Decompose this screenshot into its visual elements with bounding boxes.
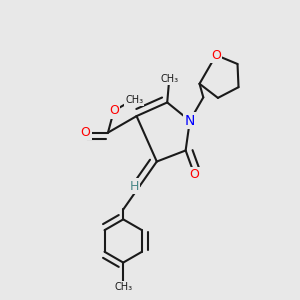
- Text: O: O: [189, 168, 199, 181]
- Text: CH₃: CH₃: [160, 74, 178, 83]
- Text: O: O: [211, 49, 221, 62]
- Text: O: O: [80, 126, 90, 139]
- Text: CH₃: CH₃: [125, 95, 143, 105]
- Text: O: O: [109, 104, 119, 117]
- Text: H: H: [130, 180, 139, 193]
- Text: CH₃: CH₃: [114, 282, 132, 292]
- Text: N: N: [184, 114, 195, 128]
